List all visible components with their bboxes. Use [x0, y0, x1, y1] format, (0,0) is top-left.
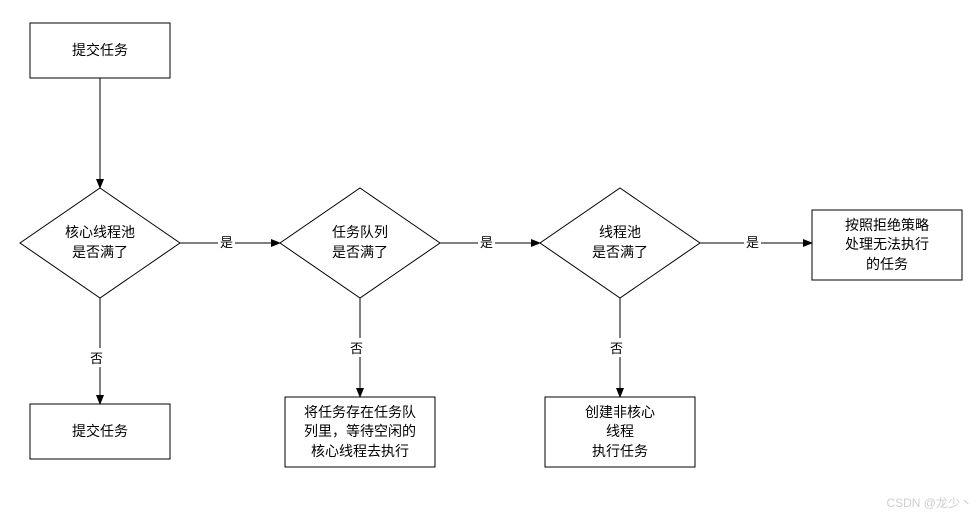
flowchart-canvas	[0, 0, 980, 515]
